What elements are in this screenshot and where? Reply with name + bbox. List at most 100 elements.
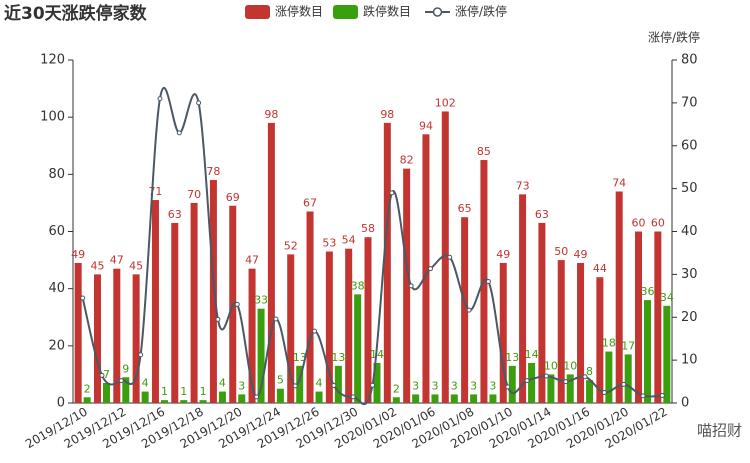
- bar: [93, 274, 101, 403]
- ratio-point: [563, 379, 569, 385]
- bar: [557, 260, 565, 403]
- data-label: 3: [451, 379, 458, 392]
- data-label: 36: [641, 285, 655, 298]
- y2-tick-label: 70: [681, 95, 698, 110]
- ratio-point: [350, 394, 356, 400]
- y2-tick-label: 50: [681, 181, 698, 196]
- bar: [180, 400, 188, 403]
- data-label: 47: [110, 254, 124, 267]
- ratio-point: [80, 295, 86, 301]
- ratio-point: [601, 390, 607, 396]
- data-label: 60: [632, 217, 646, 230]
- data-label: 63: [535, 208, 549, 221]
- bar: [141, 391, 149, 403]
- y-tick-label: 100: [40, 110, 65, 125]
- ratio-point: [292, 383, 298, 389]
- ratio-point: [408, 283, 414, 289]
- bar: [577, 262, 585, 403]
- legend-swatch: [333, 5, 358, 19]
- data-label: 98: [380, 108, 394, 121]
- data-label: 3: [470, 379, 477, 392]
- data-label: 102: [435, 96, 456, 109]
- bar: [519, 194, 527, 403]
- bar: [528, 362, 536, 403]
- data-label: 10: [563, 359, 577, 372]
- data-label: 60: [651, 217, 665, 230]
- ratio-point: [215, 316, 221, 322]
- bar: [334, 365, 342, 403]
- bar: [296, 365, 304, 403]
- ratio-point: [427, 266, 433, 272]
- data-label: 4: [316, 377, 323, 390]
- ratio-point: [157, 96, 163, 102]
- bar: [441, 111, 449, 403]
- data-label: 10: [544, 359, 558, 372]
- bar: [151, 200, 159, 403]
- ratio-point: [118, 378, 124, 384]
- ratio-point: [505, 384, 511, 390]
- y-tick-label: 60: [48, 224, 65, 239]
- data-label: 17: [621, 339, 635, 352]
- data-label: 2: [84, 382, 91, 395]
- bar: [615, 191, 623, 403]
- y-tick-label: 0: [57, 396, 65, 411]
- bar: [654, 231, 662, 403]
- y2-tick-label: 60: [681, 138, 698, 153]
- bar: [383, 122, 391, 403]
- data-label: 49: [496, 248, 510, 261]
- data-label: 13: [505, 351, 519, 364]
- y-tick-label: 120: [40, 53, 65, 68]
- data-label: 74: [612, 176, 626, 189]
- data-label: 98: [264, 108, 278, 121]
- ratio-point: [312, 328, 318, 334]
- data-label: 49: [574, 248, 588, 261]
- y2-axis-label: 涨停/跌停: [648, 30, 700, 45]
- bar: [171, 222, 179, 403]
- data-label: 47: [245, 254, 259, 267]
- data-label: 63: [168, 208, 182, 221]
- ratio-point: [196, 100, 202, 106]
- data-label: 5: [277, 374, 284, 387]
- data-label: 1: [161, 385, 168, 398]
- bar: [218, 391, 226, 403]
- y-tick-label: 80: [48, 167, 65, 182]
- ratio-point: [524, 378, 530, 384]
- bar: [392, 397, 400, 403]
- legend-swatch: [245, 5, 270, 19]
- ratio-point: [138, 352, 144, 358]
- data-label: 2: [393, 382, 400, 395]
- data-label: 4: [142, 377, 149, 390]
- ratio-point: [582, 374, 588, 380]
- y-tick-label: 40: [48, 281, 65, 296]
- bar: [113, 268, 121, 403]
- chart-title: 近30天涨跌停家数: [4, 3, 148, 24]
- legend-label: 涨停数目: [275, 4, 323, 19]
- bar: [624, 354, 632, 403]
- data-label: 33: [254, 294, 268, 307]
- ratio-point: [234, 301, 240, 307]
- bar: [373, 362, 381, 403]
- bar: [489, 394, 497, 403]
- bar: [209, 180, 217, 403]
- bar: [132, 274, 140, 403]
- bar: [257, 308, 265, 403]
- y2-tick-label: 10: [681, 353, 698, 368]
- ratio-point: [621, 381, 627, 387]
- data-label: 44: [593, 262, 607, 275]
- data-label: 94: [419, 119, 433, 132]
- bar: [586, 380, 594, 403]
- data-label: 82: [400, 154, 414, 167]
- bar: [190, 202, 198, 403]
- bar: [122, 377, 130, 403]
- ratio-point: [640, 393, 646, 399]
- bar: [508, 365, 516, 403]
- bar: [83, 397, 91, 403]
- data-label: 13: [293, 351, 307, 364]
- bar: [412, 394, 420, 403]
- data-label: 14: [525, 348, 539, 361]
- bar: [431, 394, 439, 403]
- data-label: 71: [148, 185, 162, 198]
- ratio-point: [331, 383, 337, 389]
- legend-label: 涨停/跌停: [455, 4, 507, 19]
